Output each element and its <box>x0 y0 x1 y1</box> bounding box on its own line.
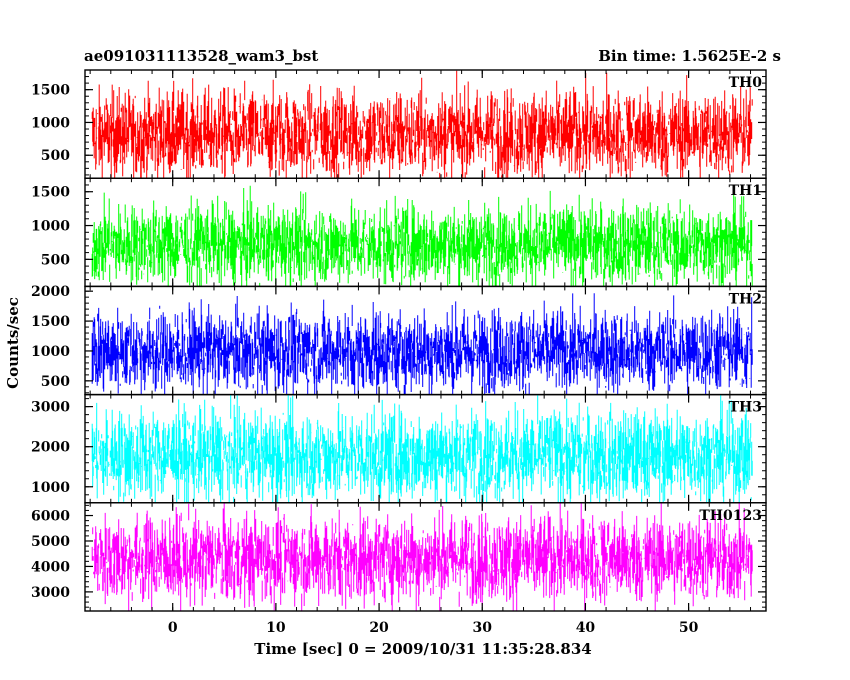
series-label-th0123: TH0123 <box>699 508 762 524</box>
x-tick-label: 0 <box>168 620 178 636</box>
series-label-th3: TH3 <box>729 400 762 416</box>
x-tick-label: 20 <box>369 620 389 636</box>
y-axis-label: Counts/sec <box>4 297 22 389</box>
y-tick-label: 4000 <box>31 559 70 575</box>
series-th1-curve <box>91 185 753 286</box>
y-tick-label: 3000 <box>31 400 70 416</box>
y-tick-label: 1000 <box>31 344 70 360</box>
y-tick-label: 1000 <box>31 480 70 496</box>
x-tick-label: 40 <box>576 620 596 636</box>
x-tick-label: 30 <box>473 620 493 636</box>
y-tick-label: 2000 <box>31 284 70 300</box>
series-label-th1: TH1 <box>729 183 762 199</box>
y-tick-label: 2000 <box>31 440 70 456</box>
y-tick-label: 5000 <box>31 534 70 550</box>
y-tick-label: 6000 <box>31 509 70 525</box>
y-tick-label: 500 <box>41 374 70 390</box>
x-tick-label: 10 <box>266 620 286 636</box>
y-tick-label: 1000 <box>31 219 70 235</box>
bin-time-label: Bin time: 1.5625E-2 s <box>598 47 781 65</box>
series-th3-curve <box>91 395 753 503</box>
chart-title: ae091031113528_wam3_bst <box>84 47 318 65</box>
series-th0123-curve <box>91 503 753 611</box>
y-tick-label: 1500 <box>31 185 70 201</box>
y-tick-label: 1000 <box>31 115 70 131</box>
x-axis-label: Time [sec] 0 = 2009/10/31 11:35:28.834 <box>254 640 591 658</box>
series-th2-curve <box>91 293 753 395</box>
series-label-th0: TH0 <box>729 75 763 91</box>
panel-frame-th0123 <box>84 502 767 612</box>
series-th0-curve <box>91 70 753 178</box>
y-tick-label: 3000 <box>31 585 70 601</box>
y-tick-label: 1500 <box>31 83 70 99</box>
series-label-th2: TH2 <box>729 291 762 307</box>
y-tick-label: 500 <box>41 148 70 164</box>
y-tick-label: 1500 <box>31 314 70 330</box>
y-tick-label: 500 <box>41 252 70 268</box>
x-tick-label: 50 <box>679 620 699 636</box>
